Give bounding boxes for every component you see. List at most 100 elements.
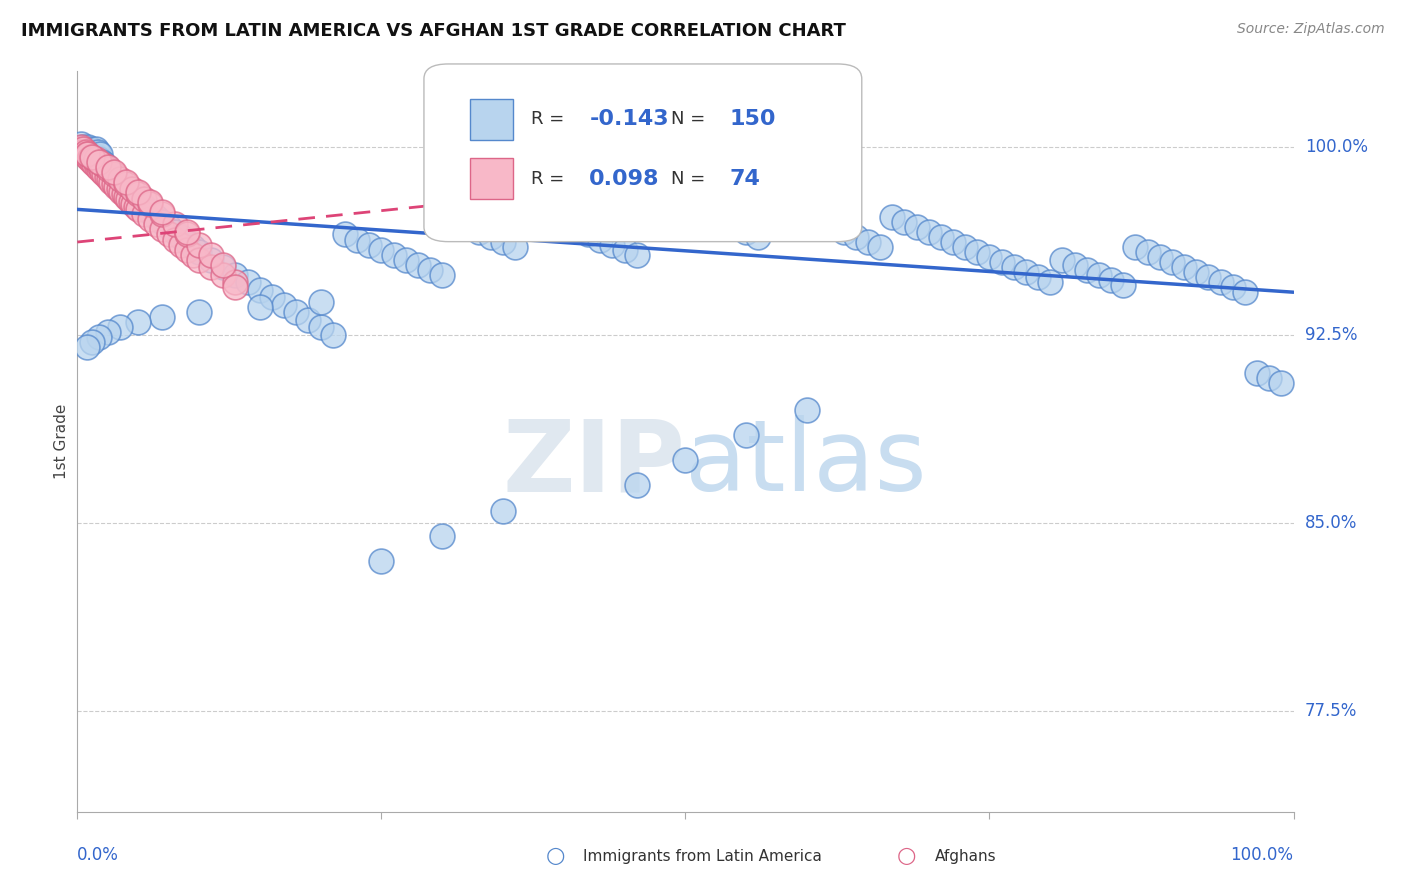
Point: [70, 139, 93, 153]
Y-axis label: 1st Grade: 1st Grade: [53, 404, 69, 479]
Text: 0.098: 0.098: [589, 169, 659, 189]
Point: [89, 152, 111, 166]
Point: [76, 145, 98, 159]
Point: [121, 182, 143, 196]
Point: [918, 225, 941, 239]
Text: 100.0%: 100.0%: [1230, 847, 1294, 864]
Point: [406, 258, 429, 272]
Point: [1112, 277, 1135, 292]
Point: [103, 178, 125, 192]
Point: [87, 157, 110, 171]
Point: [1015, 265, 1038, 279]
Point: [70, 137, 93, 152]
Point: [1173, 260, 1195, 274]
Point: [224, 268, 246, 282]
Point: [723, 219, 745, 234]
Point: [796, 403, 818, 417]
Point: [686, 205, 709, 219]
Point: [540, 212, 562, 227]
Point: [84, 154, 107, 169]
Text: 77.5%: 77.5%: [1305, 702, 1357, 721]
Point: [942, 235, 965, 249]
Point: [1039, 275, 1062, 289]
Point: [79, 147, 101, 161]
Point: [212, 258, 235, 272]
Point: [97, 326, 120, 340]
Point: [650, 190, 672, 204]
Text: 100.0%: 100.0%: [1305, 137, 1368, 155]
Point: [139, 194, 162, 209]
Point: [69, 142, 91, 156]
Point: [953, 240, 976, 254]
Point: [145, 218, 167, 232]
Point: [772, 200, 794, 214]
Point: [966, 245, 988, 260]
Point: [820, 219, 842, 234]
Point: [170, 237, 193, 252]
Point: [565, 222, 588, 236]
Point: [115, 190, 138, 204]
Point: [89, 162, 111, 177]
Point: [77, 147, 100, 161]
Text: 74: 74: [730, 169, 761, 189]
Point: [212, 268, 235, 282]
Point: [699, 210, 721, 224]
Point: [735, 428, 758, 442]
Point: [200, 252, 222, 267]
Point: [176, 227, 198, 242]
Point: [125, 200, 148, 214]
Point: [260, 290, 283, 304]
FancyBboxPatch shape: [425, 64, 862, 242]
Point: [492, 235, 515, 249]
Point: [188, 305, 211, 319]
Point: [333, 227, 356, 242]
Point: [309, 295, 332, 310]
Point: [87, 145, 110, 159]
Point: [492, 503, 515, 517]
Point: [152, 207, 174, 221]
Point: [322, 327, 344, 342]
Point: [120, 187, 142, 202]
Point: [382, 247, 405, 261]
Text: Source: ZipAtlas.com: Source: ZipAtlas.com: [1237, 22, 1385, 37]
Point: [710, 215, 733, 229]
Text: 92.5%: 92.5%: [1305, 326, 1357, 344]
Point: [75, 145, 97, 159]
Point: [112, 187, 135, 202]
Point: [108, 172, 131, 186]
Point: [395, 252, 418, 267]
Point: [1233, 285, 1256, 300]
Point: [120, 194, 142, 209]
Text: R =: R =: [531, 169, 569, 187]
Point: [1125, 240, 1147, 254]
Point: [297, 313, 319, 327]
Point: [662, 194, 685, 209]
Point: [783, 205, 806, 219]
Point: [122, 197, 145, 211]
Point: [93, 157, 115, 171]
Point: [832, 225, 855, 239]
Point: [1185, 265, 1208, 279]
Point: [285, 305, 308, 319]
Text: atlas: atlas: [686, 416, 927, 512]
Point: [893, 215, 915, 229]
Point: [1136, 245, 1159, 260]
Point: [115, 182, 138, 196]
Point: [73, 147, 96, 161]
Point: [553, 218, 575, 232]
Point: [188, 252, 211, 267]
Point: [602, 237, 624, 252]
Point: [117, 192, 139, 206]
Point: [163, 218, 186, 232]
Point: [626, 478, 648, 492]
Point: [456, 219, 478, 234]
Point: [163, 233, 186, 247]
Point: [1197, 270, 1219, 285]
Point: [236, 275, 259, 289]
Text: 85.0%: 85.0%: [1305, 514, 1357, 533]
Point: [1088, 268, 1111, 282]
Point: [134, 192, 156, 206]
Point: [84, 142, 107, 156]
Point: [103, 167, 125, 181]
Point: [1222, 280, 1244, 294]
